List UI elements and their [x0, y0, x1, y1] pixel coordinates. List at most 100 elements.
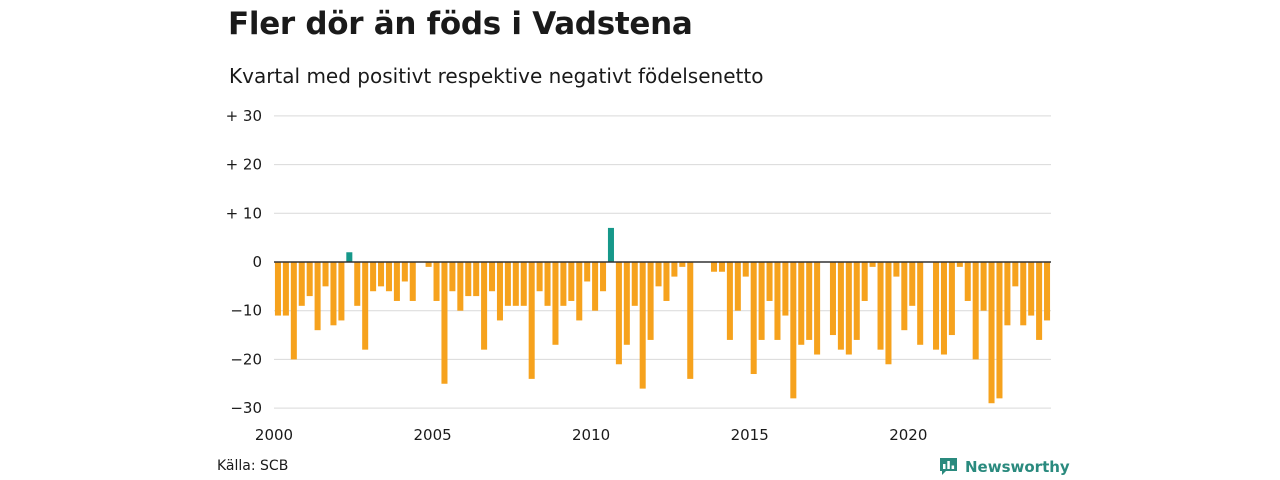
bar	[1012, 262, 1019, 287]
x-tick-label: 2015	[731, 426, 769, 444]
bar	[314, 262, 321, 331]
bar	[885, 262, 892, 365]
bar	[964, 262, 971, 301]
bar	[742, 262, 749, 277]
y-tick-label: + 10	[226, 204, 262, 222]
bar	[877, 262, 884, 350]
bar	[845, 262, 852, 355]
bar	[584, 262, 591, 282]
bar	[806, 262, 813, 340]
y-tick-label: + 30	[226, 107, 262, 125]
bar	[457, 262, 464, 311]
bar	[1020, 262, 1027, 326]
bar	[600, 262, 607, 292]
bar	[623, 262, 630, 345]
bar	[441, 262, 448, 384]
bar	[560, 262, 567, 306]
bar	[711, 262, 718, 272]
bar	[615, 262, 622, 365]
bar	[322, 262, 329, 287]
x-tick-label: 2005	[414, 426, 452, 444]
bar	[750, 262, 757, 375]
bar	[504, 262, 511, 306]
bar	[917, 262, 924, 345]
bar	[552, 262, 559, 345]
bar	[861, 262, 868, 301]
bar	[346, 252, 353, 262]
bar	[496, 262, 503, 321]
bar	[401, 262, 408, 282]
bar	[520, 262, 527, 306]
bar	[274, 262, 281, 316]
bar	[774, 262, 781, 340]
source-label: Källa: SCB	[217, 458, 289, 474]
bar	[933, 262, 940, 350]
y-tick-label: −10	[230, 302, 262, 320]
bar	[893, 262, 900, 277]
bar	[663, 262, 670, 301]
bar	[528, 262, 535, 379]
bar	[338, 262, 345, 321]
bar	[972, 262, 979, 360]
bar	[362, 262, 369, 350]
x-tick-label: 2020	[889, 426, 927, 444]
y-tick-label: −30	[230, 399, 262, 417]
bar	[980, 262, 987, 311]
bar	[512, 262, 519, 306]
x-tick-label: 2010	[572, 426, 610, 444]
bar	[592, 262, 599, 311]
bar	[449, 262, 456, 292]
bar	[687, 262, 694, 379]
bar	[393, 262, 400, 301]
bar	[631, 262, 638, 306]
bar	[766, 262, 773, 301]
y-tick-label: −20	[230, 350, 262, 368]
brand-logo: Newsworthy	[938, 456, 1070, 477]
bar	[837, 262, 844, 350]
bar	[782, 262, 789, 316]
bar	[726, 262, 733, 340]
bar	[790, 262, 797, 399]
bar	[607, 227, 614, 262]
bar	[489, 262, 496, 292]
bars	[274, 227, 1051, 404]
bar	[829, 262, 836, 336]
bar	[568, 262, 575, 301]
bar	[948, 262, 955, 336]
bar	[869, 262, 876, 267]
bar	[901, 262, 908, 331]
bar	[798, 262, 805, 345]
bar	[425, 262, 432, 267]
bar	[576, 262, 583, 321]
bar	[988, 262, 995, 404]
bar	[671, 262, 678, 277]
bar	[536, 262, 543, 292]
bar	[282, 262, 289, 316]
x-tick-label: 2000	[255, 426, 293, 444]
newsworthy-logo-icon	[940, 458, 957, 475]
y-tick-label: 0	[252, 253, 262, 271]
bar	[1028, 262, 1035, 316]
bar	[940, 262, 947, 355]
bar	[473, 262, 480, 297]
bar	[639, 262, 646, 389]
bar	[409, 262, 416, 301]
bar	[544, 262, 551, 306]
bar	[718, 262, 725, 272]
y-tick-label: + 20	[226, 156, 262, 174]
bar	[1004, 262, 1011, 326]
bar	[814, 262, 821, 355]
brand-name: Newsworthy	[965, 457, 1070, 476]
bar	[306, 262, 313, 297]
bar	[655, 262, 662, 287]
bar	[481, 262, 488, 350]
bar	[354, 262, 361, 306]
bar	[909, 262, 916, 306]
x-axis-labels: 2000 2005 2010 2015 2020	[255, 426, 927, 444]
bar	[956, 262, 963, 267]
bar	[1036, 262, 1043, 340]
bar	[433, 262, 440, 301]
chart-title: Fler dör än föds i Vadstena	[228, 6, 693, 42]
bar	[647, 262, 654, 340]
